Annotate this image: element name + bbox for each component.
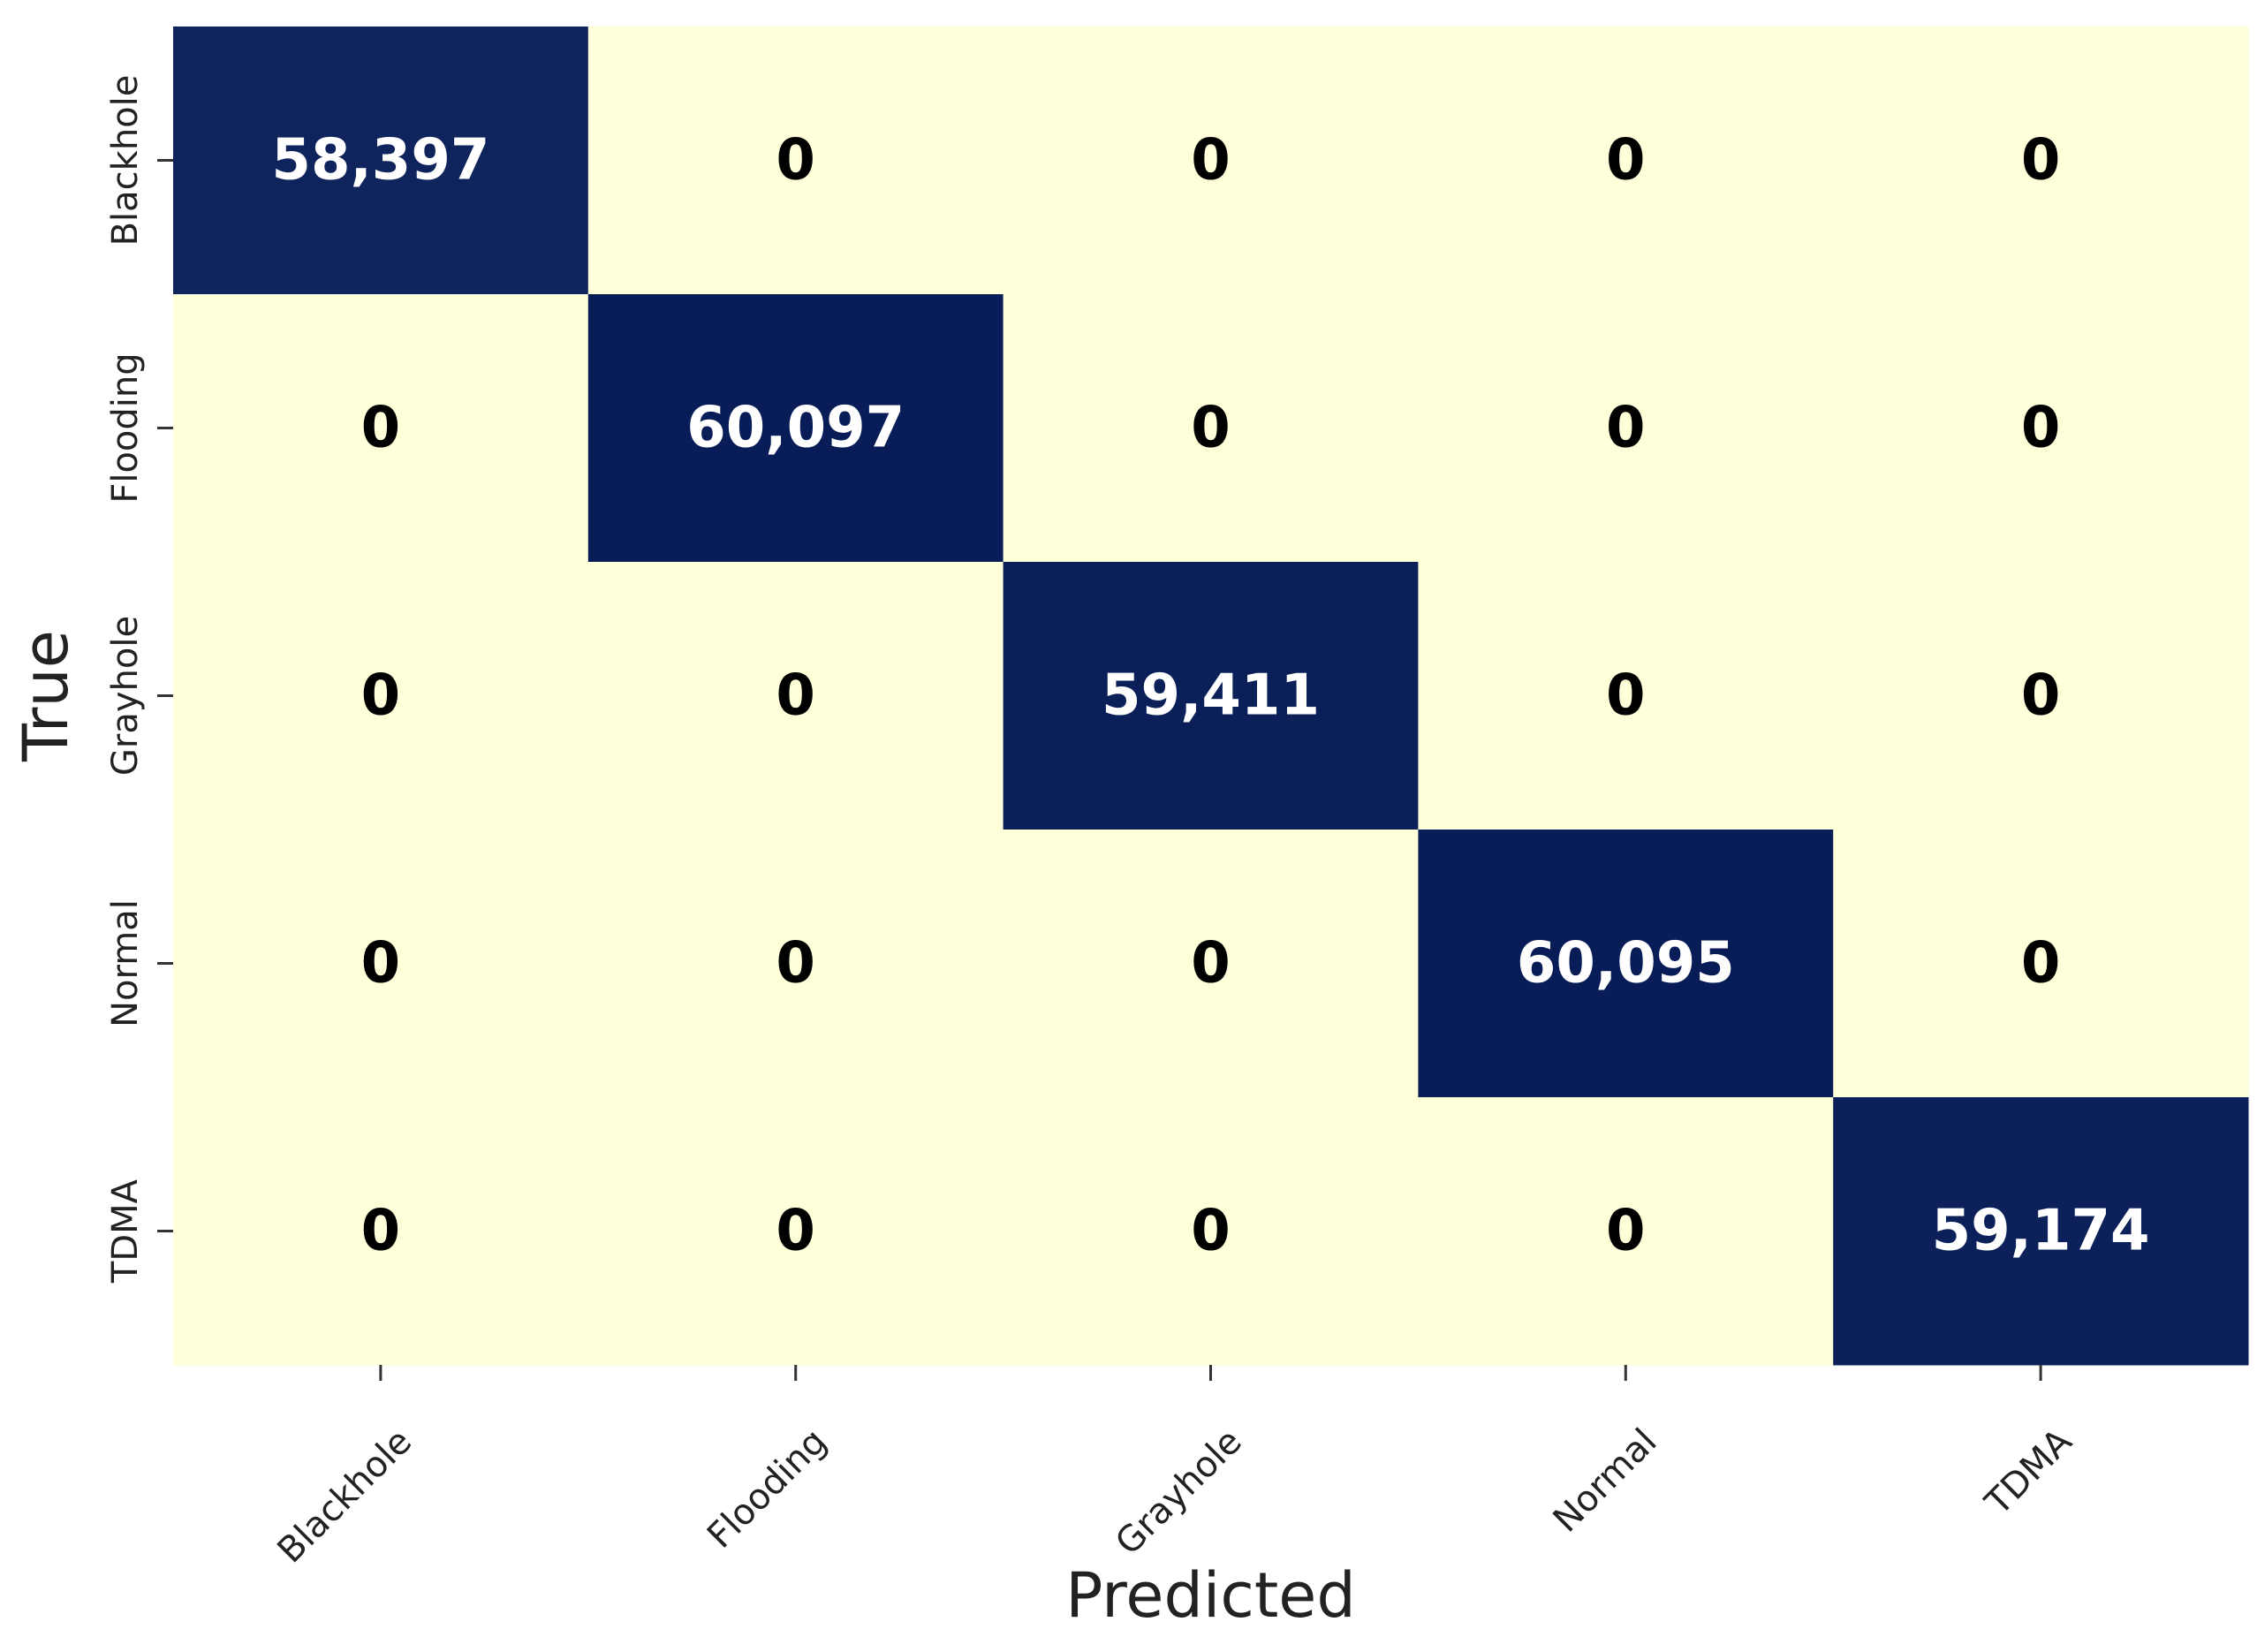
heatmap-cell xyxy=(1833,1097,2249,1366)
cell-value-label: 0 xyxy=(1191,931,1231,997)
cell-value-label: 60,097 xyxy=(686,396,905,461)
heatmap-cell xyxy=(1418,294,1834,563)
x-tick-label: Grayhole xyxy=(1108,1421,1250,1564)
x-tick-label: TDMA xyxy=(1977,1421,2079,1523)
heatmap-cell xyxy=(587,562,1004,830)
heatmap-cell xyxy=(173,294,589,563)
cell-value-labels: 58,397 0 0 0 0 0 60,097 0 0 0 0 0 59,411 0 0 0 0 0 60,095 0… xyxy=(271,128,2149,1264)
heatmap-cell xyxy=(1418,1097,1834,1366)
cell-value-label: 0 xyxy=(2021,663,2061,729)
heatmap-cell xyxy=(587,27,1004,295)
heatmap-cell xyxy=(587,294,1004,563)
cell-value-label: 0 xyxy=(361,1199,401,1264)
heatmap-cell xyxy=(1418,830,1834,1098)
y-axis: Blackhole Flooding Grayhole Normal TDMA xyxy=(105,75,173,1284)
cell-value-label: 0 xyxy=(1606,663,1646,729)
cell-value-label: 0 xyxy=(776,1199,815,1264)
heatmap-cell xyxy=(1833,562,2249,830)
heatmap-cell xyxy=(1003,562,1419,830)
heatmap-cell xyxy=(173,27,589,295)
cell-value-label: 0 xyxy=(2021,931,2061,997)
x-tick-label: Normal xyxy=(1546,1421,1665,1541)
heatmap-cell xyxy=(173,562,589,830)
cell-value-label: 0 xyxy=(361,931,401,997)
cell-value-label: 58,397 xyxy=(271,128,489,193)
x-axis-title: Predicted xyxy=(1065,1559,1356,1632)
heatmap-cell xyxy=(1833,830,2249,1098)
cell-value-label: 60,095 xyxy=(1517,931,1735,997)
y-tick-label: Blackhole xyxy=(105,75,146,246)
y-tick-label: Normal xyxy=(105,899,146,1027)
heatmap-cell xyxy=(1003,830,1419,1098)
cell-value-label: 0 xyxy=(1191,396,1231,461)
cell-value-label: 0 xyxy=(776,663,815,729)
cell-value-label: 0 xyxy=(776,128,815,193)
cell-value-label: 0 xyxy=(361,396,401,461)
cell-value-label: 0 xyxy=(361,663,401,729)
heatmap-cell xyxy=(1833,27,2249,295)
cell-value-label: 59,411 xyxy=(1102,663,1320,729)
x-tick-label: Flooding xyxy=(700,1421,835,1557)
heatmap-cell xyxy=(1003,27,1419,295)
heatmap-cell xyxy=(1003,294,1419,563)
cell-value-label: 0 xyxy=(2021,128,2061,193)
cell-value-label: 0 xyxy=(1606,1199,1646,1264)
cell-value-label: 59,174 xyxy=(1932,1199,2150,1264)
y-tick-label: Grayhole xyxy=(105,616,146,776)
heatmap-cell xyxy=(1418,562,1834,830)
cell-value-label: 0 xyxy=(776,931,815,997)
heatmap-cell xyxy=(1003,1097,1419,1366)
x-axis: Blackhole Flooding Grayhole Normal TDMA xyxy=(270,1365,2080,1571)
cell-value-label: 0 xyxy=(1191,1199,1231,1264)
heatmap-cell xyxy=(587,1097,1004,1366)
y-tick-label: TDMA xyxy=(105,1178,146,1284)
y-tick-label: Flooding xyxy=(105,352,146,503)
heatmap-cell xyxy=(587,830,1004,1098)
heatmap-cell xyxy=(173,830,589,1098)
heatmap-cell xyxy=(173,1097,589,1366)
cell-value-label: 0 xyxy=(1606,128,1646,193)
cell-value-label: 0 xyxy=(1606,396,1646,461)
heatmap-cell xyxy=(1833,294,2249,563)
cell-value-label: 0 xyxy=(2021,396,2061,461)
heatmap-cell xyxy=(1418,27,1834,295)
x-tick-label: Blackhole xyxy=(270,1421,420,1572)
cell-value-label: 0 xyxy=(1191,128,1231,193)
y-axis-title: True xyxy=(10,630,82,762)
heatmap-cells xyxy=(173,27,2249,1366)
